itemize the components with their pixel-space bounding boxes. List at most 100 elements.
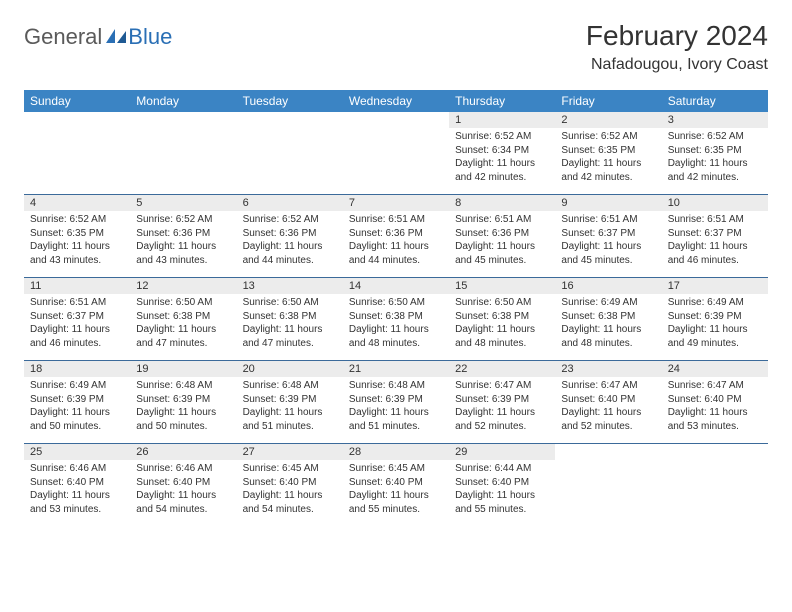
sunset-text: Sunset: 6:40 PM xyxy=(30,476,124,490)
daylight-line1: Daylight: 11 hours xyxy=(668,157,762,171)
dayheader-tuesday: Tuesday xyxy=(237,90,343,112)
sunset-text: Sunset: 6:38 PM xyxy=(349,310,443,324)
calendar-cell: 21Sunrise: 6:48 AMSunset: 6:39 PMDayligh… xyxy=(343,361,449,443)
day-number: 3 xyxy=(662,112,768,128)
day-number: 18 xyxy=(24,361,130,377)
day-number: 29 xyxy=(449,444,555,460)
sunset-text: Sunset: 6:35 PM xyxy=(668,144,762,158)
daylight-line1: Daylight: 11 hours xyxy=(349,323,443,337)
daylight-line1: Daylight: 11 hours xyxy=(455,157,549,171)
daylight-line1: Daylight: 11 hours xyxy=(455,240,549,254)
day-number: 24 xyxy=(662,361,768,377)
logo-text-blue: Blue xyxy=(128,24,172,50)
day-number: 12 xyxy=(130,278,236,294)
day-number: 27 xyxy=(237,444,343,460)
day-header-row: Sunday Monday Tuesday Wednesday Thursday… xyxy=(24,90,768,112)
calendar-cell xyxy=(237,112,343,194)
calendar-cell: 28Sunrise: 6:45 AMSunset: 6:40 PMDayligh… xyxy=(343,444,449,526)
sunset-text: Sunset: 6:38 PM xyxy=(136,310,230,324)
daylight-line1: Daylight: 11 hours xyxy=(30,489,124,503)
day-details: Sunrise: 6:50 AMSunset: 6:38 PMDaylight:… xyxy=(237,294,343,354)
sunrise-text: Sunrise: 6:49 AM xyxy=(30,379,124,393)
sunrise-text: Sunrise: 6:50 AM xyxy=(455,296,549,310)
daylight-line2: and 48 minutes. xyxy=(561,337,655,351)
sunrise-text: Sunrise: 6:48 AM xyxy=(349,379,443,393)
day-details: Sunrise: 6:52 AMSunset: 6:35 PMDaylight:… xyxy=(555,128,661,188)
day-details: Sunrise: 6:51 AMSunset: 6:36 PMDaylight:… xyxy=(343,211,449,271)
sunrise-text: Sunrise: 6:45 AM xyxy=(243,462,337,476)
day-details: Sunrise: 6:46 AMSunset: 6:40 PMDaylight:… xyxy=(24,460,130,520)
day-details: Sunrise: 6:52 AMSunset: 6:34 PMDaylight:… xyxy=(449,128,555,188)
day-details: Sunrise: 6:50 AMSunset: 6:38 PMDaylight:… xyxy=(449,294,555,354)
day-details: Sunrise: 6:52 AMSunset: 6:35 PMDaylight:… xyxy=(662,128,768,188)
daylight-line2: and 48 minutes. xyxy=(455,337,549,351)
sunrise-text: Sunrise: 6:47 AM xyxy=(668,379,762,393)
day-details: Sunrise: 6:52 AMSunset: 6:36 PMDaylight:… xyxy=(237,211,343,271)
daylight-line2: and 51 minutes. xyxy=(243,420,337,434)
sunrise-text: Sunrise: 6:49 AM xyxy=(668,296,762,310)
daylight-line1: Daylight: 11 hours xyxy=(349,240,443,254)
day-number: 20 xyxy=(237,361,343,377)
calendar-cell: 2Sunrise: 6:52 AMSunset: 6:35 PMDaylight… xyxy=(555,112,661,194)
sunset-text: Sunset: 6:40 PM xyxy=(668,393,762,407)
daylight-line2: and 50 minutes. xyxy=(30,420,124,434)
week-row: 1Sunrise: 6:52 AMSunset: 6:34 PMDaylight… xyxy=(24,112,768,195)
day-number: 26 xyxy=(130,444,236,460)
day-number: 19 xyxy=(130,361,236,377)
daylight-line2: and 44 minutes. xyxy=(349,254,443,268)
day-number: 16 xyxy=(555,278,661,294)
day-details: Sunrise: 6:50 AMSunset: 6:38 PMDaylight:… xyxy=(130,294,236,354)
sunset-text: Sunset: 6:39 PM xyxy=(136,393,230,407)
daylight-line1: Daylight: 11 hours xyxy=(136,406,230,420)
daylight-line2: and 48 minutes. xyxy=(349,337,443,351)
sunrise-text: Sunrise: 6:49 AM xyxy=(561,296,655,310)
calendar-cell: 1Sunrise: 6:52 AMSunset: 6:34 PMDaylight… xyxy=(449,112,555,194)
calendar-cell xyxy=(555,444,661,526)
daylight-line1: Daylight: 11 hours xyxy=(561,406,655,420)
daylight-line1: Daylight: 11 hours xyxy=(30,406,124,420)
daylight-line1: Daylight: 11 hours xyxy=(455,489,549,503)
day-details: Sunrise: 6:45 AMSunset: 6:40 PMDaylight:… xyxy=(343,460,449,520)
day-details: Sunrise: 6:49 AMSunset: 6:38 PMDaylight:… xyxy=(555,294,661,354)
calendar-cell: 15Sunrise: 6:50 AMSunset: 6:38 PMDayligh… xyxy=(449,278,555,360)
sunset-text: Sunset: 6:38 PM xyxy=(561,310,655,324)
daylight-line2: and 54 minutes. xyxy=(136,503,230,517)
daylight-line2: and 55 minutes. xyxy=(349,503,443,517)
week-row: 18Sunrise: 6:49 AMSunset: 6:39 PMDayligh… xyxy=(24,361,768,444)
sunset-text: Sunset: 6:36 PM xyxy=(349,227,443,241)
day-number: 9 xyxy=(555,195,661,211)
daylight-line2: and 52 minutes. xyxy=(455,420,549,434)
calendar-cell: 24Sunrise: 6:47 AMSunset: 6:40 PMDayligh… xyxy=(662,361,768,443)
daylight-line2: and 44 minutes. xyxy=(243,254,337,268)
daylight-line2: and 42 minutes. xyxy=(455,171,549,185)
day-number: 7 xyxy=(343,195,449,211)
calendar-cell: 20Sunrise: 6:48 AMSunset: 6:39 PMDayligh… xyxy=(237,361,343,443)
page-header: General Blue February 2024 Nafadougou, I… xyxy=(24,20,768,74)
daylight-line1: Daylight: 11 hours xyxy=(243,489,337,503)
day-number: 21 xyxy=(343,361,449,377)
calendar-cell: 22Sunrise: 6:47 AMSunset: 6:39 PMDayligh… xyxy=(449,361,555,443)
title-block: February 2024 Nafadougou, Ivory Coast xyxy=(586,20,768,74)
week-row: 11Sunrise: 6:51 AMSunset: 6:37 PMDayligh… xyxy=(24,278,768,361)
calendar-cell: 6Sunrise: 6:52 AMSunset: 6:36 PMDaylight… xyxy=(237,195,343,277)
day-details: Sunrise: 6:45 AMSunset: 6:40 PMDaylight:… xyxy=(237,460,343,520)
daylight-line2: and 43 minutes. xyxy=(30,254,124,268)
daylight-line1: Daylight: 11 hours xyxy=(349,489,443,503)
day-number: 22 xyxy=(449,361,555,377)
daylight-line1: Daylight: 11 hours xyxy=(136,240,230,254)
daylight-line1: Daylight: 11 hours xyxy=(243,240,337,254)
day-details: Sunrise: 6:48 AMSunset: 6:39 PMDaylight:… xyxy=(237,377,343,437)
sunrise-text: Sunrise: 6:52 AM xyxy=(243,213,337,227)
calendar-cell: 29Sunrise: 6:44 AMSunset: 6:40 PMDayligh… xyxy=(449,444,555,526)
sunrise-text: Sunrise: 6:48 AM xyxy=(136,379,230,393)
day-details: Sunrise: 6:48 AMSunset: 6:39 PMDaylight:… xyxy=(343,377,449,437)
sunset-text: Sunset: 6:39 PM xyxy=(455,393,549,407)
calendar-cell: 14Sunrise: 6:50 AMSunset: 6:38 PMDayligh… xyxy=(343,278,449,360)
dayheader-monday: Monday xyxy=(130,90,236,112)
day-number: 25 xyxy=(24,444,130,460)
day-number: 4 xyxy=(24,195,130,211)
calendar-cell: 8Sunrise: 6:51 AMSunset: 6:36 PMDaylight… xyxy=(449,195,555,277)
sunrise-text: Sunrise: 6:45 AM xyxy=(349,462,443,476)
logo-sail-icon xyxy=(106,29,126,43)
sunrise-text: Sunrise: 6:52 AM xyxy=(136,213,230,227)
